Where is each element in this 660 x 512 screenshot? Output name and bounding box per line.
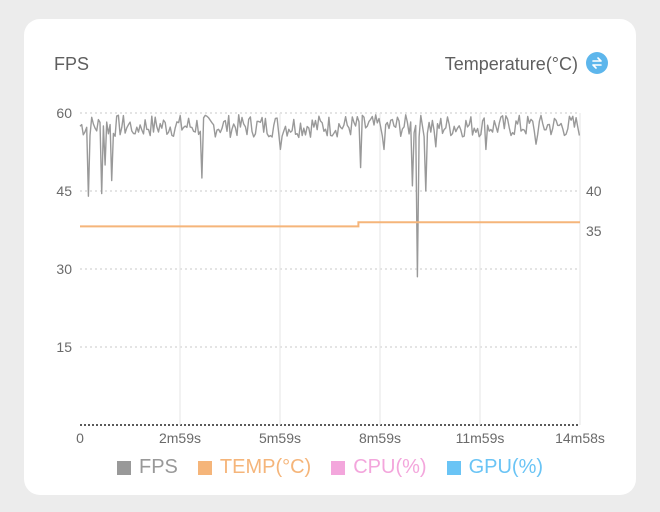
y-left-tick-label: 30 bbox=[56, 261, 72, 277]
chart-legend: FPS TEMP(°C) CPU(%) GPU(%) bbox=[24, 456, 636, 479]
legend-swatch-gpu bbox=[446, 460, 461, 475]
x-tick-label: 8m59s bbox=[359, 430, 401, 446]
x-tick-label: 2m59s bbox=[159, 430, 201, 446]
x-tick-label: 14m58s bbox=[555, 430, 605, 446]
fps-chart: 15 30 45 60 0 2m59s 5m59s 8m59s 11m59s 14m58s 35 40 bbox=[56, 105, 605, 446]
left-axis-title: FPS bbox=[54, 54, 90, 74]
legend-swatch-temp bbox=[197, 460, 212, 475]
x-tick-label: 5m59s bbox=[259, 430, 301, 446]
swap-vertical-icon[interactable] bbox=[586, 52, 608, 74]
legend-label-temp: TEMP(°C) bbox=[219, 456, 312, 478]
fps-series-line bbox=[79, 114, 581, 278]
legend-swatch-fps bbox=[116, 460, 131, 475]
temp-series-line bbox=[80, 221, 580, 228]
x-tick-label: 0 bbox=[76, 430, 84, 446]
legend-item-temp[interactable]: TEMP(°C) bbox=[197, 456, 312, 479]
y-right-tick-label: 40 bbox=[586, 183, 602, 199]
y-left-tick-label: 45 bbox=[56, 183, 72, 199]
legend-label-gpu: GPU(%) bbox=[468, 456, 544, 478]
right-axis-title[interactable]: Temperature(°C) bbox=[444, 54, 578, 74]
legend-item-cpu[interactable]: CPU(%) bbox=[331, 456, 427, 479]
y-left-tick-label: 60 bbox=[56, 105, 72, 121]
y-right-tick-label: 35 bbox=[586, 223, 602, 239]
y-left-tick-label: 15 bbox=[56, 339, 72, 355]
legend-item-gpu[interactable]: GPU(%) bbox=[446, 456, 544, 479]
chart-card: FPS Temperature(°C) 15 30 45 60 0 2m59s 5m59s 8… bbox=[24, 19, 636, 495]
legend-item-fps[interactable]: FPS bbox=[116, 456, 178, 479]
x-tick-label: 11m59s bbox=[456, 430, 505, 446]
legend-label-fps: FPS bbox=[138, 456, 178, 478]
legend-label-cpu: CPU(%) bbox=[353, 456, 427, 478]
legend-swatch-cpu bbox=[331, 460, 346, 475]
